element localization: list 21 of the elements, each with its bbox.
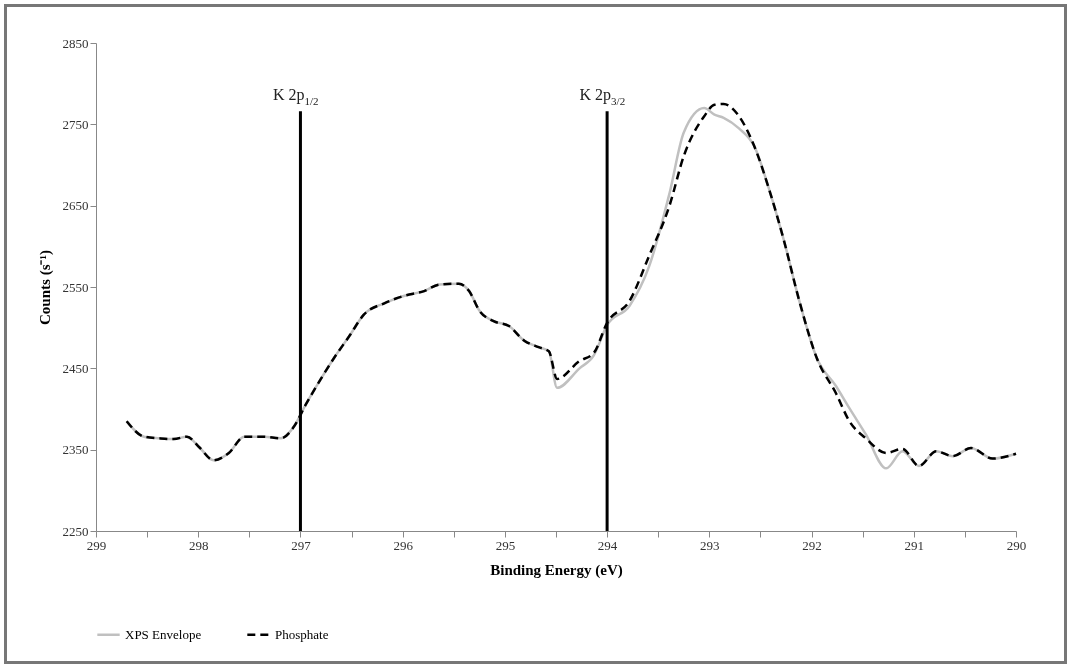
- y-tick-label: 2850: [62, 35, 89, 51]
- x-axis-title: Binding Energy (eV): [490, 561, 623, 579]
- y-tick-label: 2750: [62, 116, 89, 132]
- y-tick-label: 2450: [62, 360, 89, 376]
- x-tick-label: 290: [1006, 537, 1027, 553]
- x-tick-label: 295: [495, 537, 516, 553]
- x-tick-label: 299: [86, 537, 107, 553]
- x-tick-label: 297: [291, 537, 312, 553]
- y-tick-label: 2550: [62, 279, 89, 295]
- x-tick-label: 291: [904, 537, 925, 553]
- x-tick-label: 294: [597, 537, 618, 553]
- x-tick-label: 293: [700, 537, 720, 553]
- x-tick-label: 298: [188, 537, 209, 553]
- y-axis-title: Counts (s⁻¹): [36, 250, 54, 325]
- x-tick-label: 292: [802, 537, 822, 553]
- legend-label: XPS Envelope: [125, 626, 202, 642]
- y-tick-label: 2250: [62, 523, 89, 539]
- y-tick-label: 2650: [62, 198, 89, 214]
- x-tick-label: 296: [393, 537, 414, 553]
- legend-label: Phosphate: [275, 626, 329, 642]
- y-tick-label: 2350: [62, 442, 89, 458]
